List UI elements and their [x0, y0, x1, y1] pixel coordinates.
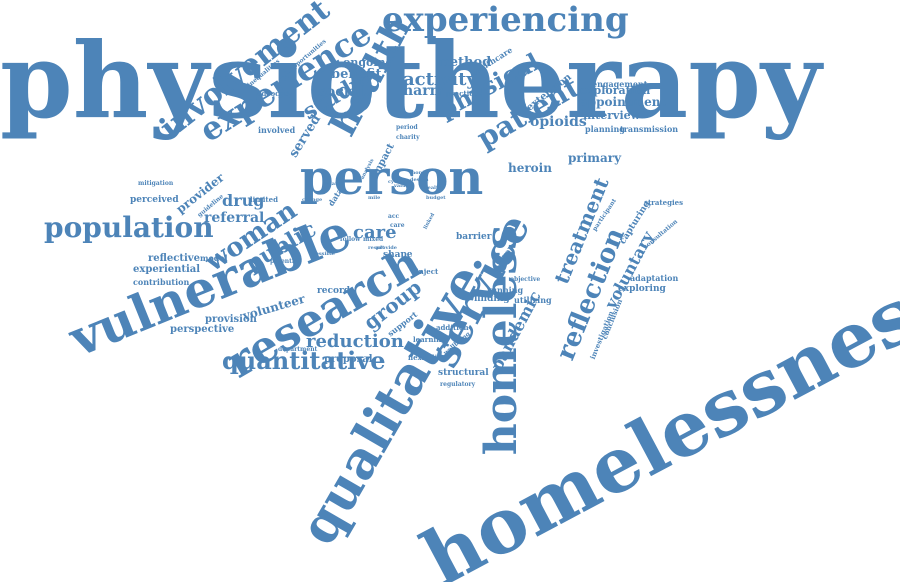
word-provision: provision [205, 314, 257, 325]
word-period: period [396, 124, 418, 132]
word-limited: limited [250, 195, 278, 205]
word-involved: involved [258, 124, 296, 135]
word-provide: provide [376, 245, 397, 251]
word-method: method [436, 54, 492, 70]
word-person: person [300, 149, 484, 206]
word-exploration: exploration [580, 84, 651, 98]
word-referral: referral [204, 209, 265, 226]
word-experiential: experiential [133, 264, 201, 275]
word-related: related [324, 181, 344, 187]
word-barrier: barrier [456, 231, 492, 242]
word-benefit: benefit [331, 66, 382, 82]
word-adaptation: adaptation [630, 272, 679, 283]
word-proposal: proposal [324, 354, 373, 365]
word-reflective: reflective [148, 253, 200, 264]
word-appointment: appointment [580, 95, 666, 110]
word-value: value [394, 183, 409, 189]
word-interview: interview [583, 109, 641, 123]
word-acc: acc [388, 213, 400, 221]
word-running: running [487, 284, 524, 295]
word-addition: addition [436, 323, 469, 333]
word-possible: possible [312, 251, 335, 257]
word-record: record [317, 285, 350, 296]
word-exploring: exploring [618, 283, 666, 294]
word-month: month [410, 170, 429, 176]
word-change: change [302, 197, 323, 203]
word-strategies: strategies [644, 198, 684, 208]
word-structural: structural [438, 367, 489, 378]
word-linked: linked [422, 212, 437, 231]
word-design: design [410, 177, 429, 183]
word-health: health [424, 185, 442, 191]
word-drug: drug [222, 191, 265, 211]
word-care: care [390, 222, 405, 230]
word-contribution: contribution [133, 276, 190, 287]
word-cycle: cycle [388, 179, 403, 185]
word-heroin: heroin [508, 161, 552, 176]
word-perspective: perspective [170, 324, 235, 335]
word-finding: finding [474, 293, 510, 304]
word-population: population [44, 210, 214, 244]
word-potential: potential [270, 258, 301, 266]
word-transmission: transmission [620, 123, 679, 134]
word-charity: charity [396, 134, 420, 142]
word-department: department [278, 346, 318, 354]
word-ongoing: ongoing [343, 56, 394, 70]
word-learning: learning [413, 335, 447, 345]
word-reduction: reduction [306, 330, 404, 352]
word-regulatory: regulatory [440, 381, 476, 389]
word-advocacy: advocacy [257, 89, 293, 99]
word-physiotherapy: physiotherapy [0, 18, 822, 142]
word-shape: shape [383, 249, 413, 260]
word-result: result [368, 245, 385, 251]
word-model: model [200, 252, 228, 263]
word-objective: objective [510, 276, 541, 284]
word-opioids: opioids [530, 113, 587, 130]
word-mitigation: mitigation [138, 180, 174, 188]
word-harm: harm [403, 82, 445, 99]
word-experiencing: experiencing [382, 0, 629, 40]
word-care: care [353, 221, 397, 243]
word-practice: practice [446, 89, 478, 99]
word-budget: budget [426, 195, 446, 201]
word-activity: activity [403, 68, 477, 90]
word-mixed: mixed [363, 236, 384, 244]
word-inject: inject [416, 267, 439, 277]
word-mile: mile [368, 195, 381, 201]
word-engagement: engagement [592, 78, 648, 89]
word-perceived: perceived [130, 194, 179, 205]
word-quantitative: quantitative [222, 345, 386, 375]
word-utilizing: utilizing [514, 294, 552, 305]
word-planning: planning [585, 123, 625, 134]
word-follow: follow [340, 236, 361, 244]
word-primary: primary [568, 151, 622, 166]
word-social: social [318, 83, 364, 100]
word-flexibility: flexibility [408, 353, 445, 363]
